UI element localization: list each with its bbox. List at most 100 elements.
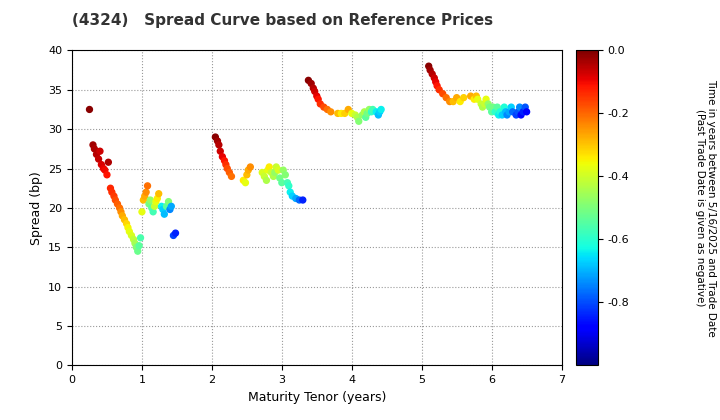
Point: [243, 167, 254, 173]
Point: [360, 114, 372, 121]
Point: [98, 165, 109, 172]
Point: [475, 100, 487, 107]
Point: [484, 104, 495, 110]
Point: [490, 108, 501, 115]
Point: [222, 165, 233, 172]
Point: [332, 110, 343, 117]
Point: [103, 159, 114, 165]
Point: [311, 93, 323, 100]
Point: [454, 98, 466, 105]
Point: [437, 90, 449, 97]
Point: [315, 100, 326, 107]
Point: [139, 193, 150, 199]
Point: [93, 156, 104, 163]
Point: [305, 80, 317, 87]
Point: [359, 108, 370, 115]
Point: [519, 104, 531, 110]
Point: [500, 108, 511, 115]
Point: [458, 94, 469, 101]
Point: [367, 106, 379, 113]
Point: [104, 185, 116, 192]
Point: [164, 206, 176, 213]
Point: [426, 71, 438, 77]
Point: [163, 198, 174, 205]
Point: [89, 145, 100, 152]
Point: [258, 173, 270, 180]
Point: [447, 98, 459, 105]
Point: [349, 112, 361, 118]
Point: [256, 169, 268, 176]
Point: [130, 244, 142, 251]
Point: [346, 110, 358, 117]
Point: [119, 216, 130, 223]
Point: [444, 98, 456, 105]
Point: [514, 104, 526, 110]
Point: [99, 167, 111, 173]
Point: [510, 112, 522, 118]
Point: [503, 108, 515, 115]
Point: [507, 108, 518, 115]
Point: [451, 94, 462, 101]
Point: [219, 157, 230, 164]
Point: [279, 171, 291, 178]
Point: [470, 93, 482, 100]
Point: [238, 177, 249, 184]
Point: [339, 110, 351, 117]
Point: [283, 182, 294, 189]
Point: [496, 112, 508, 118]
Point: [157, 206, 168, 213]
Point: [210, 134, 221, 140]
Point: [312, 96, 324, 102]
Point: [152, 195, 163, 202]
Point: [371, 108, 382, 115]
Point: [108, 193, 120, 199]
Point: [356, 112, 368, 118]
Point: [124, 228, 135, 235]
Point: [115, 208, 127, 215]
Point: [516, 112, 527, 118]
Point: [361, 110, 373, 117]
Point: [487, 104, 499, 110]
Point: [212, 138, 223, 144]
Point: [114, 205, 125, 211]
Point: [424, 67, 436, 74]
Point: [215, 148, 226, 155]
Point: [241, 171, 253, 178]
Point: [121, 220, 132, 227]
Point: [106, 189, 117, 196]
Point: [266, 169, 277, 176]
Point: [261, 177, 272, 184]
Point: [353, 118, 364, 125]
Point: [84, 106, 95, 113]
Point: [480, 96, 492, 102]
Point: [366, 108, 377, 115]
Point: [469, 96, 480, 102]
Point: [374, 108, 385, 115]
Point: [465, 93, 477, 100]
Point: [477, 104, 488, 110]
Point: [513, 108, 524, 115]
Point: [336, 110, 347, 117]
Point: [96, 161, 107, 168]
Point: [153, 190, 164, 197]
Point: [277, 167, 289, 173]
Point: [364, 106, 375, 113]
Point: [492, 104, 503, 110]
Point: [245, 163, 256, 171]
Point: [156, 203, 167, 210]
Point: [161, 203, 172, 210]
Point: [271, 163, 282, 171]
Point: [325, 108, 336, 115]
Point: [505, 104, 517, 110]
Point: [423, 63, 434, 69]
Point: [91, 151, 102, 158]
Point: [269, 169, 281, 176]
Point: [375, 106, 387, 113]
Point: [170, 230, 181, 236]
Point: [87, 142, 99, 148]
Point: [441, 94, 452, 101]
X-axis label: Maturity Tenor (years): Maturity Tenor (years): [248, 391, 386, 404]
Point: [302, 77, 314, 84]
Point: [322, 106, 333, 113]
Point: [294, 197, 305, 203]
